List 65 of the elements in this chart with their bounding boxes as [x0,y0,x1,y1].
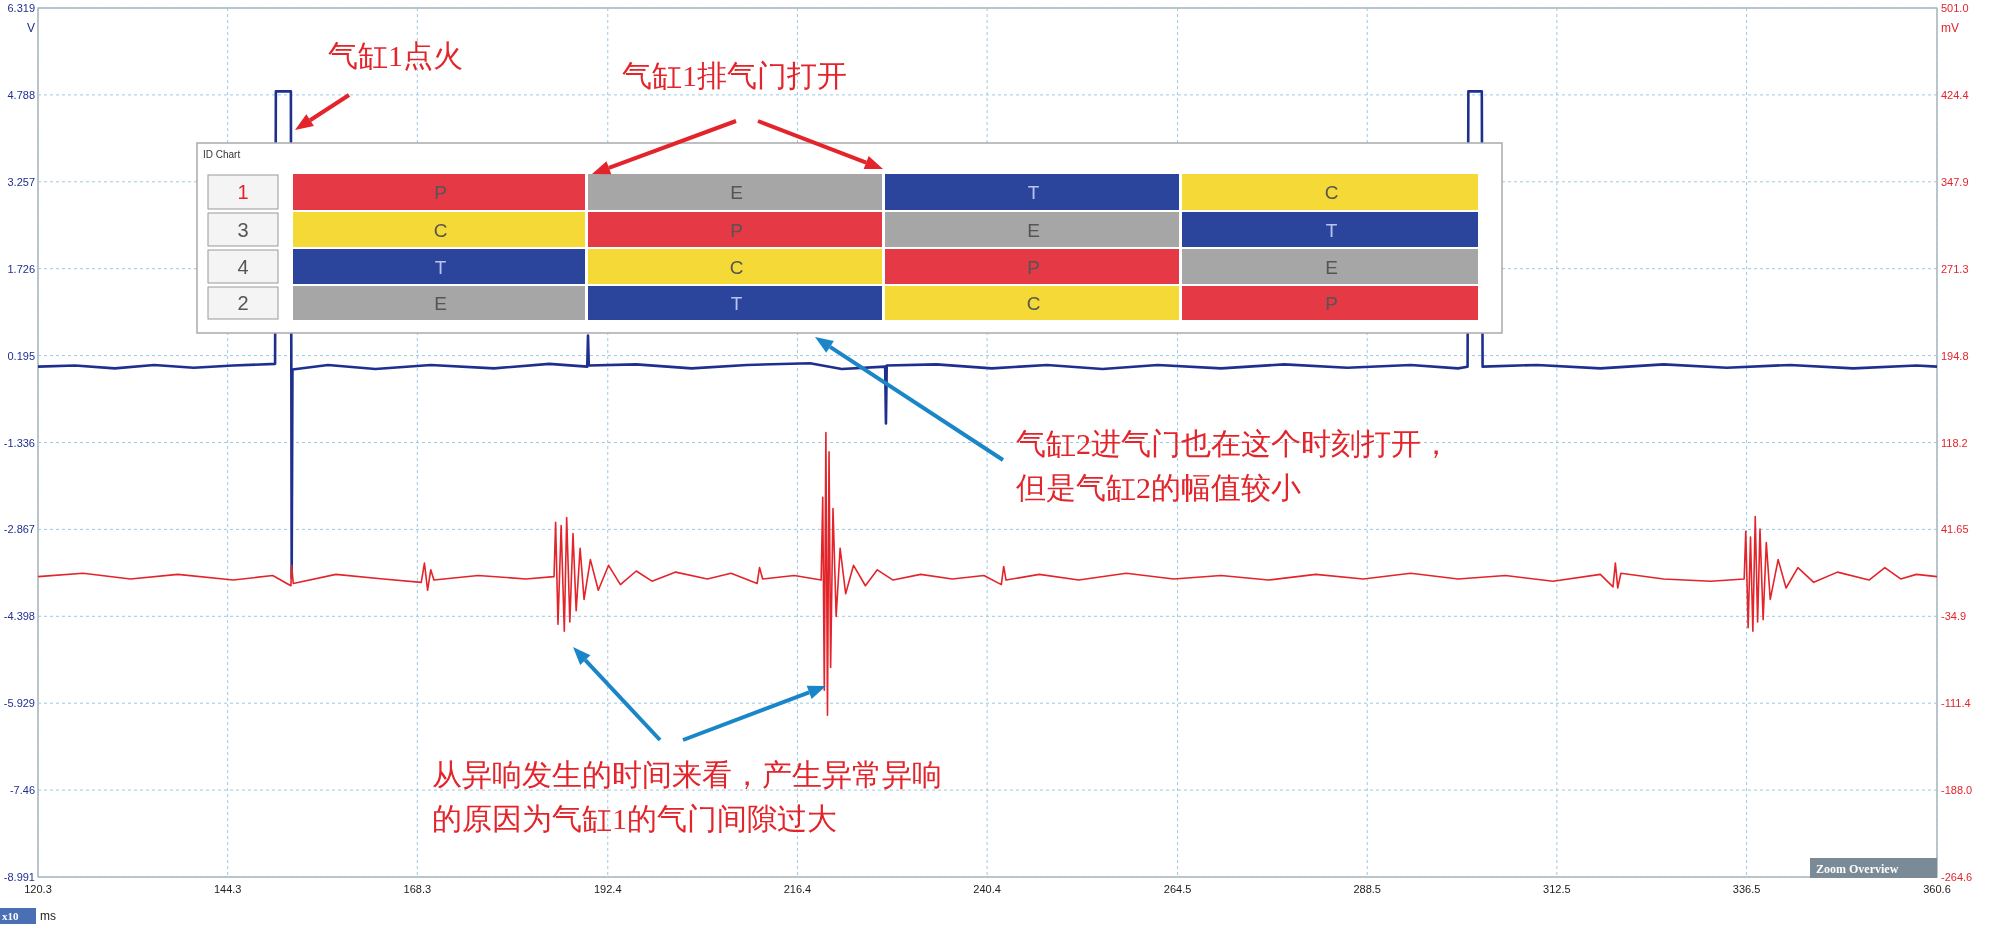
text: P [434,182,447,203]
y-tick-label: 0.195 [7,349,35,362]
category-label: 1 [237,181,249,203]
text: P [730,219,743,241]
y-tick-label: -8.991 [3,871,35,883]
text: C [729,256,744,278]
y-tick-label: -2.867 [3,523,35,536]
x-tick-label: 240.4 [973,883,1001,895]
y-tick-label: 4.788 [7,88,35,101]
y2-tick-label: 347.9 [1941,175,1969,188]
x-tick-label: 168.3 [403,883,432,895]
text: E [1325,256,1338,278]
y2-tick-label: 118.2 [1941,436,1968,449]
category-label: 2 [237,292,249,314]
category-label: 4 [237,255,249,278]
x-tick-label: 288.5 [1353,883,1381,895]
x-tick-label: 336.5 [1732,883,1761,895]
annotation: Zoom Overview [1816,862,1899,876]
x-axis-title: ms [40,909,56,923]
category-label: 3 [237,218,249,241]
x-tick-label: 120.3 [24,883,52,895]
text: x10 [2,910,19,922]
text: T [730,293,743,314]
x-tick-label: 192.4 [594,883,622,895]
text: E [1027,219,1040,241]
text: T [1325,219,1338,241]
y2-tick-label: 194.8 [1941,349,1969,362]
annotation: 气缸1点火 [328,39,463,72]
y2-tick-label: 271.3 [1941,262,1969,275]
x-tick-label: 360.6 [1923,883,1951,895]
y2-tick-label: 424.4 [1941,88,1969,101]
y-tick-label: -7.46 [9,784,35,797]
text: C [1026,293,1041,314]
text: C [433,219,448,241]
x-tick-label: 264.5 [1163,883,1192,895]
y2-tick-label: -188.0 [1941,784,1973,797]
text: T [1027,182,1040,203]
y-tick-label: 6.319 [7,2,35,14]
y-tick-label: -5.929 [3,697,35,710]
annotation: 气缸1排气门打开 [622,59,847,92]
text: T [434,256,447,278]
y-tick-label: -1.336 [3,436,35,449]
annotation: 从异响发生的时间来看，产生异常异响 [432,758,942,791]
y2-axis-title: mV [1941,21,1959,35]
text: P [1027,256,1040,278]
annotation: 气缸2进气门也在这个时刻打开， [1016,427,1451,460]
x-tick-label: 312.5 [1543,883,1571,895]
y-tick-label: 3.257 [7,175,35,188]
y2-tick-label: -34.9 [1941,610,1967,623]
text: E [730,182,743,203]
y2-tick-label: -264.6 [1941,871,1973,883]
text: P [1325,293,1338,314]
text: C [1324,182,1339,203]
y-tick-label: 1.726 [7,262,35,275]
text: ID Chart [203,149,241,160]
y2-tick-label: 41.65 [1941,523,1969,536]
y-axis-title: V [26,21,35,35]
annotation: 但是气缸2的幅值较小 [1016,471,1301,504]
y2-tick-label: 501.0 [1941,2,1969,14]
annotation: 的原因为气缸1的气门间隙过大 [432,802,837,835]
text: E [434,293,447,314]
y2-tick-label: -111.4 [1941,697,1971,710]
x-tick-label: 144.3 [213,883,242,895]
x-tick-label: 216.4 [783,883,812,895]
y-tick-label: -4.398 [3,610,35,623]
